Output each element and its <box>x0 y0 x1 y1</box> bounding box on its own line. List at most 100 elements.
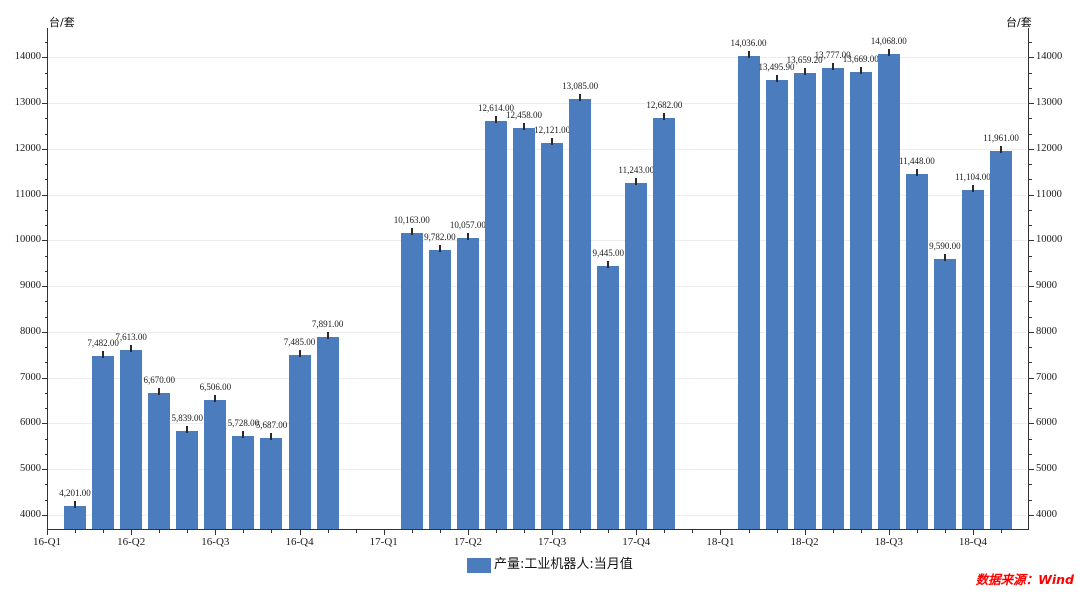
y-tick-label: 9000 <box>1036 280 1057 292</box>
gridline <box>48 148 1027 150</box>
gridline <box>48 423 1027 425</box>
x-tick-label: 17-Q2 <box>453 536 482 548</box>
x-tick <box>804 530 806 535</box>
y-tick <box>1029 377 1034 379</box>
bar-value-label: 13,659.20 <box>786 54 823 65</box>
bar <box>625 183 648 529</box>
y-tick <box>42 148 47 150</box>
y-tick <box>42 286 47 288</box>
bar-whisker <box>635 178 638 186</box>
bar-value-label: 7,613.00 <box>115 331 147 342</box>
bar-value-label: 5,839.00 <box>171 412 204 423</box>
bar <box>176 430 199 529</box>
gridline <box>48 57 1027 59</box>
bar-value-label: 9,590.00 <box>929 241 961 252</box>
y-tick <box>44 270 47 272</box>
bar <box>877 54 900 529</box>
y-tick <box>44 499 47 501</box>
x-tick-label: 16-Q1 <box>32 536 62 548</box>
bar <box>428 250 451 529</box>
gridline <box>48 286 1027 288</box>
x-tick <box>467 530 469 535</box>
y-tick <box>42 515 47 516</box>
x-tick-label: 16-Q4 <box>285 536 314 548</box>
bar-whisker <box>74 500 77 508</box>
y-tick-label: 5000 <box>20 463 41 475</box>
x-tick <box>271 530 273 533</box>
x-tick <box>131 530 133 535</box>
bar-value-label: 6,506.00 <box>199 382 232 393</box>
x-tick <box>411 530 413 533</box>
bar-whisker <box>887 49 890 57</box>
bar-whisker <box>831 62 834 70</box>
y-tick <box>1029 133 1032 135</box>
x-tick <box>103 530 105 533</box>
bar-value-label: 7,891.00 <box>311 318 344 329</box>
bar <box>484 120 507 529</box>
y-axis-left <box>47 28 48 530</box>
y-tick <box>42 469 47 471</box>
bar <box>316 336 339 529</box>
y-tick-label: 13000 <box>1036 97 1063 109</box>
y-tick <box>1029 286 1034 288</box>
bar <box>793 72 816 529</box>
bar <box>905 174 928 529</box>
x-tick <box>776 530 778 533</box>
bar-whisker <box>438 245 441 253</box>
y-tick <box>44 438 47 440</box>
y-tick <box>1029 499 1032 501</box>
bar-whisker <box>747 50 750 58</box>
gridline <box>48 103 1027 105</box>
bar <box>653 117 676 529</box>
y-tick <box>1029 438 1032 440</box>
bar-value-label: 11,448.00 <box>899 156 935 167</box>
x-tick <box>664 530 666 533</box>
y-tick <box>44 362 47 364</box>
y-tick <box>1029 118 1032 120</box>
x-tick <box>944 530 946 533</box>
bar-whisker <box>663 112 666 120</box>
y-tick <box>1029 453 1032 455</box>
y-tick <box>1029 164 1032 166</box>
y-tick-label: 6000 <box>20 417 41 429</box>
bar-whisker <box>971 184 974 192</box>
y-tick <box>1029 148 1034 150</box>
y-tick-label: 12000 <box>1036 142 1063 154</box>
x-tick <box>243 530 245 533</box>
x-tick <box>1001 530 1003 533</box>
bar <box>933 259 956 529</box>
x-tick <box>75 530 77 533</box>
y-tick-label: 14000 <box>14 51 41 63</box>
bar-value-label: 13,495.90 <box>758 62 795 73</box>
x-tick <box>524 530 526 533</box>
x-tick-label: 17-Q1 <box>369 536 398 548</box>
gridline <box>48 194 1027 196</box>
x-tick-label: 18-Q1 <box>706 536 735 548</box>
bar-value-label: 14,068.00 <box>870 36 907 47</box>
y-tick <box>44 164 47 166</box>
bar <box>204 400 227 529</box>
gridline <box>48 515 1027 516</box>
y-tick <box>1029 179 1032 181</box>
bar-whisker <box>523 122 526 130</box>
bar-whisker <box>494 115 497 123</box>
y-tick <box>42 103 47 105</box>
y-tick-label: 13000 <box>14 97 41 109</box>
bar-whisker <box>242 430 245 438</box>
x-tick <box>860 530 862 533</box>
bar-value-label: 13,669.00 <box>842 54 879 65</box>
y-tick-label: 7000 <box>20 371 41 383</box>
y-tick <box>44 347 47 349</box>
data-source-note: 数据来源：Wind <box>975 572 1074 587</box>
bar <box>737 55 760 529</box>
y-tick-label: 8000 <box>20 325 41 337</box>
bar <box>765 80 788 529</box>
bar-whisker <box>1000 145 1003 153</box>
bar-value-label: 13,777.00 <box>814 49 851 60</box>
bar <box>513 127 536 529</box>
x-tick <box>748 530 750 533</box>
y-tick <box>1029 316 1032 318</box>
y-tick <box>1029 423 1034 425</box>
x-tick <box>552 530 554 535</box>
